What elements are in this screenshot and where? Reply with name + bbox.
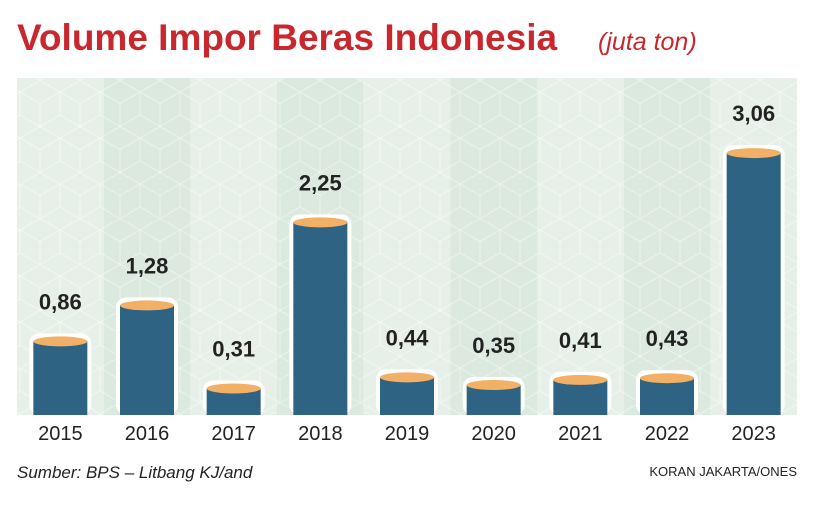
chart-subtitle: (juta ton) <box>598 28 697 56</box>
value-label: 0,43 <box>646 326 689 351</box>
bar-top <box>293 217 348 228</box>
x-tick-label: 2021 <box>558 423 603 445</box>
chart-title: Volume Impor Beras Indonesia <box>17 17 557 58</box>
value-label: 0,44 <box>386 325 430 350</box>
x-tick-label: 2023 <box>731 423 776 445</box>
x-tick-label: 2016 <box>125 423 170 445</box>
value-label: 0,35 <box>472 333 515 358</box>
bar-top <box>553 374 608 385</box>
bar-top <box>380 372 434 383</box>
bar-top <box>726 148 781 159</box>
bar <box>120 305 174 415</box>
x-tick-label: 2017 <box>211 423 256 445</box>
bar <box>640 378 694 415</box>
value-label: 3,06 <box>732 101 775 126</box>
bar <box>726 153 781 415</box>
bar <box>553 379 608 415</box>
value-label: 0,31 <box>212 336 255 361</box>
bar-top <box>466 380 521 391</box>
value-label: 1,28 <box>126 253 169 278</box>
bar <box>33 341 88 415</box>
bar-top <box>640 373 694 384</box>
bar <box>293 222 348 415</box>
bar <box>380 377 434 415</box>
bar-top <box>33 336 88 347</box>
bar-top <box>120 300 174 311</box>
credit: KORAN JAKARTA/ONES <box>649 464 797 479</box>
value-label: 0,41 <box>559 328 602 353</box>
x-tick-label: 2018 <box>298 423 343 445</box>
value-label: 0,86 <box>39 289 82 314</box>
bar-top <box>206 383 261 394</box>
x-tick-label: 2022 <box>645 423 690 445</box>
value-label: 2,25 <box>299 170 342 195</box>
x-tick-label: 2015 <box>38 423 83 445</box>
source: Sumber: BPS – Litbang KJ/and <box>17 463 253 482</box>
x-tick-label: 2020 <box>471 423 516 445</box>
x-tick-label: 2019 <box>385 423 430 445</box>
